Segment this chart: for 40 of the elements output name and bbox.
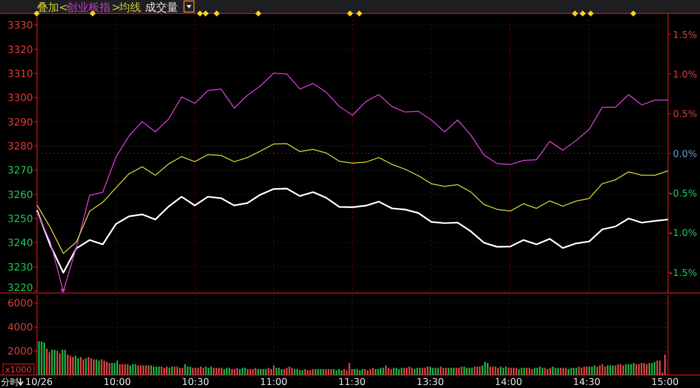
x-tick-label: 13:30 bbox=[416, 377, 444, 388]
y2-tick-label: 0.5% bbox=[672, 109, 697, 120]
x-tick-label: 15:00 bbox=[651, 377, 679, 388]
x-tick-label: 11:30 bbox=[338, 377, 366, 388]
text: 叠加< bbox=[37, 1, 68, 14]
text: 均线 bbox=[118, 1, 141, 14]
y-tick-label: 4000 bbox=[8, 322, 33, 334]
y2-tick-label: 1.0% bbox=[672, 69, 697, 80]
y-tick-label: 3230 bbox=[8, 262, 33, 274]
y2-tick-label: 1.5% bbox=[672, 30, 697, 41]
y-tick-label: 3320 bbox=[8, 44, 33, 56]
y-tick-label: 3300 bbox=[8, 93, 33, 104]
y-tick-label: 3290 bbox=[8, 117, 33, 128]
y-tick-label: 3250 bbox=[8, 214, 33, 226]
y-tick-label: 3260 bbox=[8, 190, 33, 201]
y-tick-label: 6000 bbox=[8, 298, 33, 310]
y2-tick-label: -1.5% bbox=[669, 268, 697, 279]
y-tick-label: 3270 bbox=[8, 166, 33, 177]
line-series bbox=[36, 188, 669, 274]
text: 分时 bbox=[1, 377, 19, 388]
y-tick-label: 3280 bbox=[8, 141, 33, 152]
text: x1000 bbox=[5, 366, 32, 376]
y-tick-label: 3310 bbox=[8, 68, 33, 80]
y2-tick-label: -1.0% bbox=[669, 228, 697, 240]
y-tick-label: 2000 bbox=[8, 346, 33, 358]
line-series bbox=[36, 143, 668, 254]
x-tick-label: 10/26 bbox=[25, 377, 53, 388]
text: 成交量 bbox=[145, 1, 178, 14]
y-tick-label: 3220 bbox=[8, 283, 33, 294]
text: > bbox=[112, 1, 121, 14]
y2-tick-label: 0.0% bbox=[672, 148, 697, 160]
y-tick-label: 3240 bbox=[8, 238, 33, 250]
x-tick-label: 10:00 bbox=[104, 377, 131, 388]
text: 创业板指 bbox=[66, 1, 110, 14]
x-tick-label: 14:00 bbox=[494, 377, 522, 388]
x-tick-label: 11:00 bbox=[260, 377, 288, 388]
y-tick-label: 3330 bbox=[8, 20, 33, 32]
x-tick-label: 14:30 bbox=[573, 377, 600, 388]
y2-tick-label: -0.5% bbox=[669, 188, 697, 200]
x-tick-label: 10:30 bbox=[182, 377, 210, 388]
